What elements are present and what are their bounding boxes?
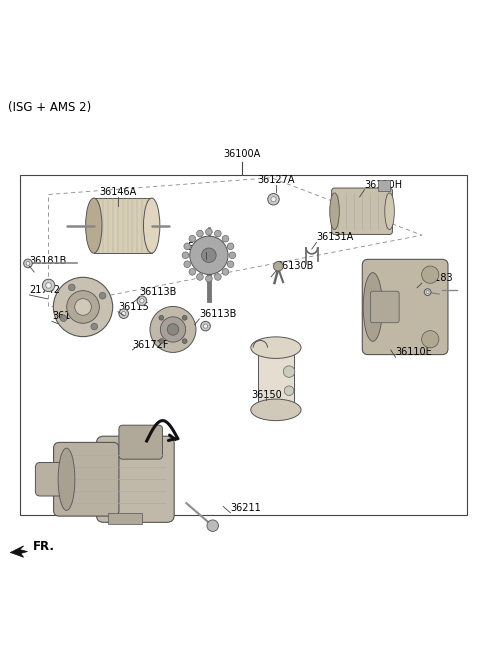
Ellipse shape xyxy=(251,337,301,359)
Circle shape xyxy=(60,315,67,321)
Ellipse shape xyxy=(144,198,160,253)
Ellipse shape xyxy=(85,198,102,253)
Circle shape xyxy=(140,298,144,303)
Bar xyxy=(258,348,294,410)
Bar xyxy=(20,175,468,515)
Circle shape xyxy=(182,252,189,259)
Ellipse shape xyxy=(330,193,339,229)
Circle shape xyxy=(227,243,234,250)
Bar xyxy=(94,198,152,253)
Circle shape xyxy=(215,273,221,281)
Text: 36130B: 36130B xyxy=(276,261,313,271)
Circle shape xyxy=(207,520,218,532)
FancyBboxPatch shape xyxy=(54,442,119,516)
Circle shape xyxy=(67,290,99,323)
Circle shape xyxy=(189,235,196,242)
Circle shape xyxy=(274,261,283,271)
Circle shape xyxy=(197,230,203,237)
FancyBboxPatch shape xyxy=(36,463,72,496)
Circle shape xyxy=(215,230,221,237)
Circle shape xyxy=(159,315,164,320)
Circle shape xyxy=(205,229,212,235)
Text: 36150: 36150 xyxy=(251,390,282,400)
Circle shape xyxy=(121,311,126,316)
Text: 36100A: 36100A xyxy=(224,148,261,158)
FancyBboxPatch shape xyxy=(96,436,174,522)
Ellipse shape xyxy=(58,448,75,510)
Circle shape xyxy=(227,261,234,267)
Circle shape xyxy=(222,235,229,242)
Text: 36110E: 36110E xyxy=(396,347,432,357)
Circle shape xyxy=(160,317,186,342)
Ellipse shape xyxy=(251,399,301,420)
FancyBboxPatch shape xyxy=(371,291,399,323)
Circle shape xyxy=(204,324,208,328)
Text: 36131A: 36131A xyxy=(317,233,354,242)
Ellipse shape xyxy=(363,273,383,341)
Text: 36113B: 36113B xyxy=(140,287,177,298)
Bar xyxy=(108,513,142,524)
Circle shape xyxy=(283,366,295,377)
Circle shape xyxy=(68,284,75,291)
Circle shape xyxy=(182,339,187,344)
Circle shape xyxy=(184,243,191,250)
Circle shape xyxy=(222,269,229,275)
Text: 36170: 36170 xyxy=(52,311,83,321)
Circle shape xyxy=(189,269,196,275)
Circle shape xyxy=(421,330,439,348)
FancyBboxPatch shape xyxy=(332,188,393,235)
Circle shape xyxy=(91,323,97,330)
Circle shape xyxy=(421,266,439,283)
Text: FR.: FR. xyxy=(33,541,55,553)
Text: 36115: 36115 xyxy=(118,302,149,312)
Circle shape xyxy=(268,194,279,205)
Circle shape xyxy=(75,299,91,315)
Text: 36127A: 36127A xyxy=(257,175,295,185)
Circle shape xyxy=(24,259,32,267)
FancyBboxPatch shape xyxy=(119,425,162,459)
Circle shape xyxy=(284,386,294,396)
Circle shape xyxy=(99,292,106,299)
Circle shape xyxy=(150,306,196,352)
FancyBboxPatch shape xyxy=(362,260,448,355)
Circle shape xyxy=(46,283,51,288)
Text: 36172F: 36172F xyxy=(132,340,169,350)
Circle shape xyxy=(53,277,113,336)
Bar xyxy=(378,181,390,191)
Text: 36120H: 36120H xyxy=(364,180,403,190)
Circle shape xyxy=(424,289,431,296)
Text: 36183: 36183 xyxy=(422,273,453,283)
Circle shape xyxy=(201,321,210,331)
Text: 36113B: 36113B xyxy=(199,309,237,319)
Circle shape xyxy=(190,236,228,275)
Text: 36211: 36211 xyxy=(230,503,261,512)
Polygon shape xyxy=(10,546,27,557)
Circle shape xyxy=(229,252,236,259)
Circle shape xyxy=(159,339,164,344)
Circle shape xyxy=(197,273,203,281)
Circle shape xyxy=(184,261,191,267)
Circle shape xyxy=(167,324,179,335)
Text: 36181B: 36181B xyxy=(29,256,67,266)
Circle shape xyxy=(137,296,147,306)
Text: 36146A: 36146A xyxy=(99,187,137,197)
Circle shape xyxy=(182,315,187,320)
Text: (ISG + AMS 2): (ISG + AMS 2) xyxy=(8,101,91,114)
Circle shape xyxy=(119,309,129,319)
Circle shape xyxy=(26,261,30,265)
Circle shape xyxy=(205,275,212,282)
Circle shape xyxy=(42,279,55,292)
Circle shape xyxy=(426,290,429,294)
Circle shape xyxy=(202,248,216,263)
Text: 55889B: 55889B xyxy=(188,242,225,252)
Circle shape xyxy=(271,196,276,202)
Text: 21742: 21742 xyxy=(29,285,60,295)
Ellipse shape xyxy=(385,193,395,229)
